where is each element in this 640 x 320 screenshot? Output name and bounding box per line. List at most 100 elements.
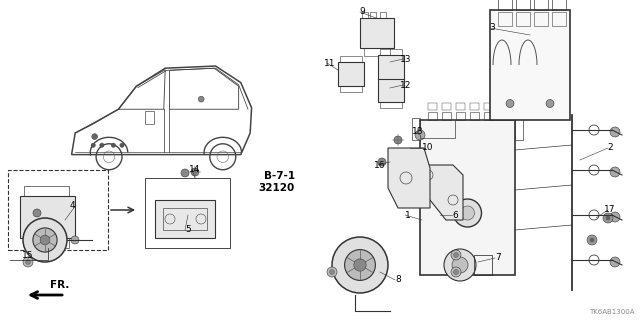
Circle shape xyxy=(454,252,458,258)
Text: 13: 13 xyxy=(400,54,412,63)
Bar xyxy=(145,178,230,248)
Bar xyxy=(380,72,402,78)
Circle shape xyxy=(590,238,594,242)
Bar xyxy=(552,0,566,10)
Bar xyxy=(428,112,437,120)
Circle shape xyxy=(461,206,474,220)
Bar xyxy=(24,186,69,196)
Bar xyxy=(498,112,507,120)
Bar xyxy=(442,103,451,110)
Bar xyxy=(442,112,451,120)
Circle shape xyxy=(451,250,461,260)
Circle shape xyxy=(33,228,57,252)
Bar xyxy=(163,208,207,230)
Text: TK6AB1300A: TK6AB1300A xyxy=(589,309,635,315)
Bar xyxy=(380,49,402,55)
Bar xyxy=(456,103,465,110)
Circle shape xyxy=(610,127,620,137)
Text: 6: 6 xyxy=(452,211,458,220)
Circle shape xyxy=(23,218,67,262)
Circle shape xyxy=(100,143,104,148)
Bar xyxy=(380,12,386,18)
Text: 10: 10 xyxy=(422,143,434,153)
Bar xyxy=(370,12,376,18)
Bar xyxy=(456,112,465,120)
Bar xyxy=(470,112,479,120)
Bar xyxy=(516,0,530,10)
Polygon shape xyxy=(388,148,430,208)
Text: 5: 5 xyxy=(185,226,191,235)
Circle shape xyxy=(378,158,386,166)
Bar xyxy=(338,62,364,86)
Bar xyxy=(24,238,69,248)
Bar xyxy=(490,10,570,120)
Circle shape xyxy=(198,96,204,102)
Circle shape xyxy=(354,259,366,271)
Bar xyxy=(364,48,390,56)
Circle shape xyxy=(23,257,33,267)
Bar xyxy=(380,102,402,108)
Bar xyxy=(498,103,507,110)
Text: 17: 17 xyxy=(604,205,616,214)
Circle shape xyxy=(181,169,189,177)
Bar xyxy=(534,12,548,26)
Bar xyxy=(412,118,420,140)
Text: 18: 18 xyxy=(412,127,424,137)
Text: 14: 14 xyxy=(189,165,201,174)
Text: 11: 11 xyxy=(324,59,336,68)
Circle shape xyxy=(610,167,620,177)
Bar xyxy=(516,12,530,26)
Bar xyxy=(8,170,108,250)
Bar xyxy=(484,103,493,110)
Circle shape xyxy=(91,143,95,148)
Bar xyxy=(340,56,362,62)
Bar xyxy=(420,120,515,275)
Circle shape xyxy=(451,267,461,277)
Circle shape xyxy=(191,168,199,176)
Bar xyxy=(155,200,215,238)
Circle shape xyxy=(610,212,620,222)
Bar xyxy=(470,103,479,110)
Bar xyxy=(552,12,566,26)
Bar xyxy=(498,0,512,10)
Bar xyxy=(534,0,548,10)
Circle shape xyxy=(71,236,79,244)
Text: 3: 3 xyxy=(489,23,495,33)
Text: FR.: FR. xyxy=(50,280,69,290)
Circle shape xyxy=(606,216,610,220)
Bar xyxy=(474,255,492,275)
Circle shape xyxy=(344,250,376,280)
Circle shape xyxy=(444,249,476,281)
Text: 15: 15 xyxy=(22,251,34,260)
Bar xyxy=(428,103,437,110)
Text: B-7-1
32120: B-7-1 32120 xyxy=(259,171,295,193)
Text: 16: 16 xyxy=(374,161,386,170)
Circle shape xyxy=(610,257,620,267)
Circle shape xyxy=(415,130,425,140)
Bar xyxy=(378,55,404,79)
Text: 7: 7 xyxy=(495,253,501,262)
Circle shape xyxy=(452,257,468,273)
Circle shape xyxy=(120,143,124,148)
Circle shape xyxy=(506,100,514,108)
Text: 2: 2 xyxy=(607,143,613,153)
Circle shape xyxy=(454,199,481,227)
Bar xyxy=(362,12,368,18)
Circle shape xyxy=(33,209,41,217)
Bar xyxy=(378,78,404,102)
Text: 9: 9 xyxy=(359,7,365,17)
Circle shape xyxy=(454,269,458,275)
Bar xyxy=(498,12,512,26)
Bar xyxy=(515,118,523,140)
Bar xyxy=(360,18,394,48)
Circle shape xyxy=(40,235,50,245)
Circle shape xyxy=(92,134,97,140)
Circle shape xyxy=(26,260,31,265)
Bar xyxy=(145,111,154,124)
Bar xyxy=(20,196,75,238)
Circle shape xyxy=(332,237,388,293)
Text: 4: 4 xyxy=(69,201,75,210)
Bar xyxy=(412,178,420,200)
Polygon shape xyxy=(418,165,463,220)
Bar xyxy=(340,86,362,92)
